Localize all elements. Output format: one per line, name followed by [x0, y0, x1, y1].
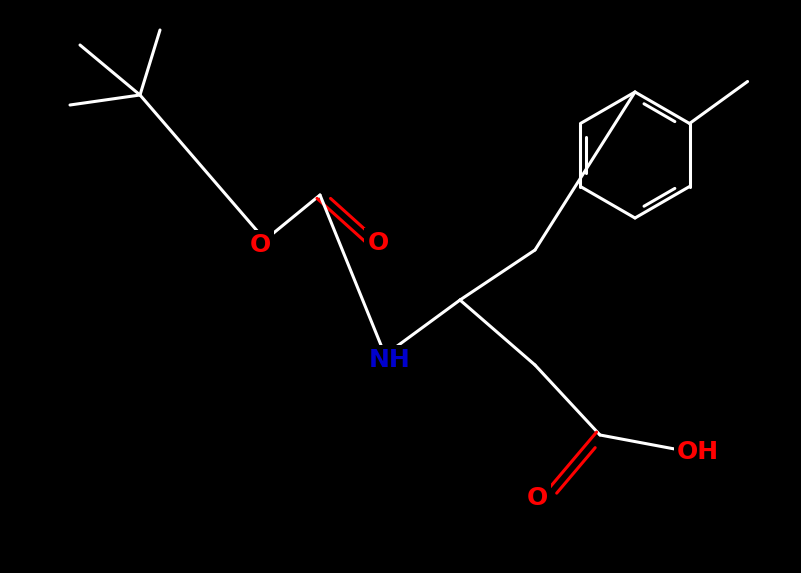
Text: NH: NH: [369, 348, 411, 372]
Text: O: O: [249, 233, 271, 257]
Text: O: O: [368, 231, 388, 255]
Text: O: O: [526, 486, 548, 510]
Text: OH: OH: [677, 440, 719, 464]
